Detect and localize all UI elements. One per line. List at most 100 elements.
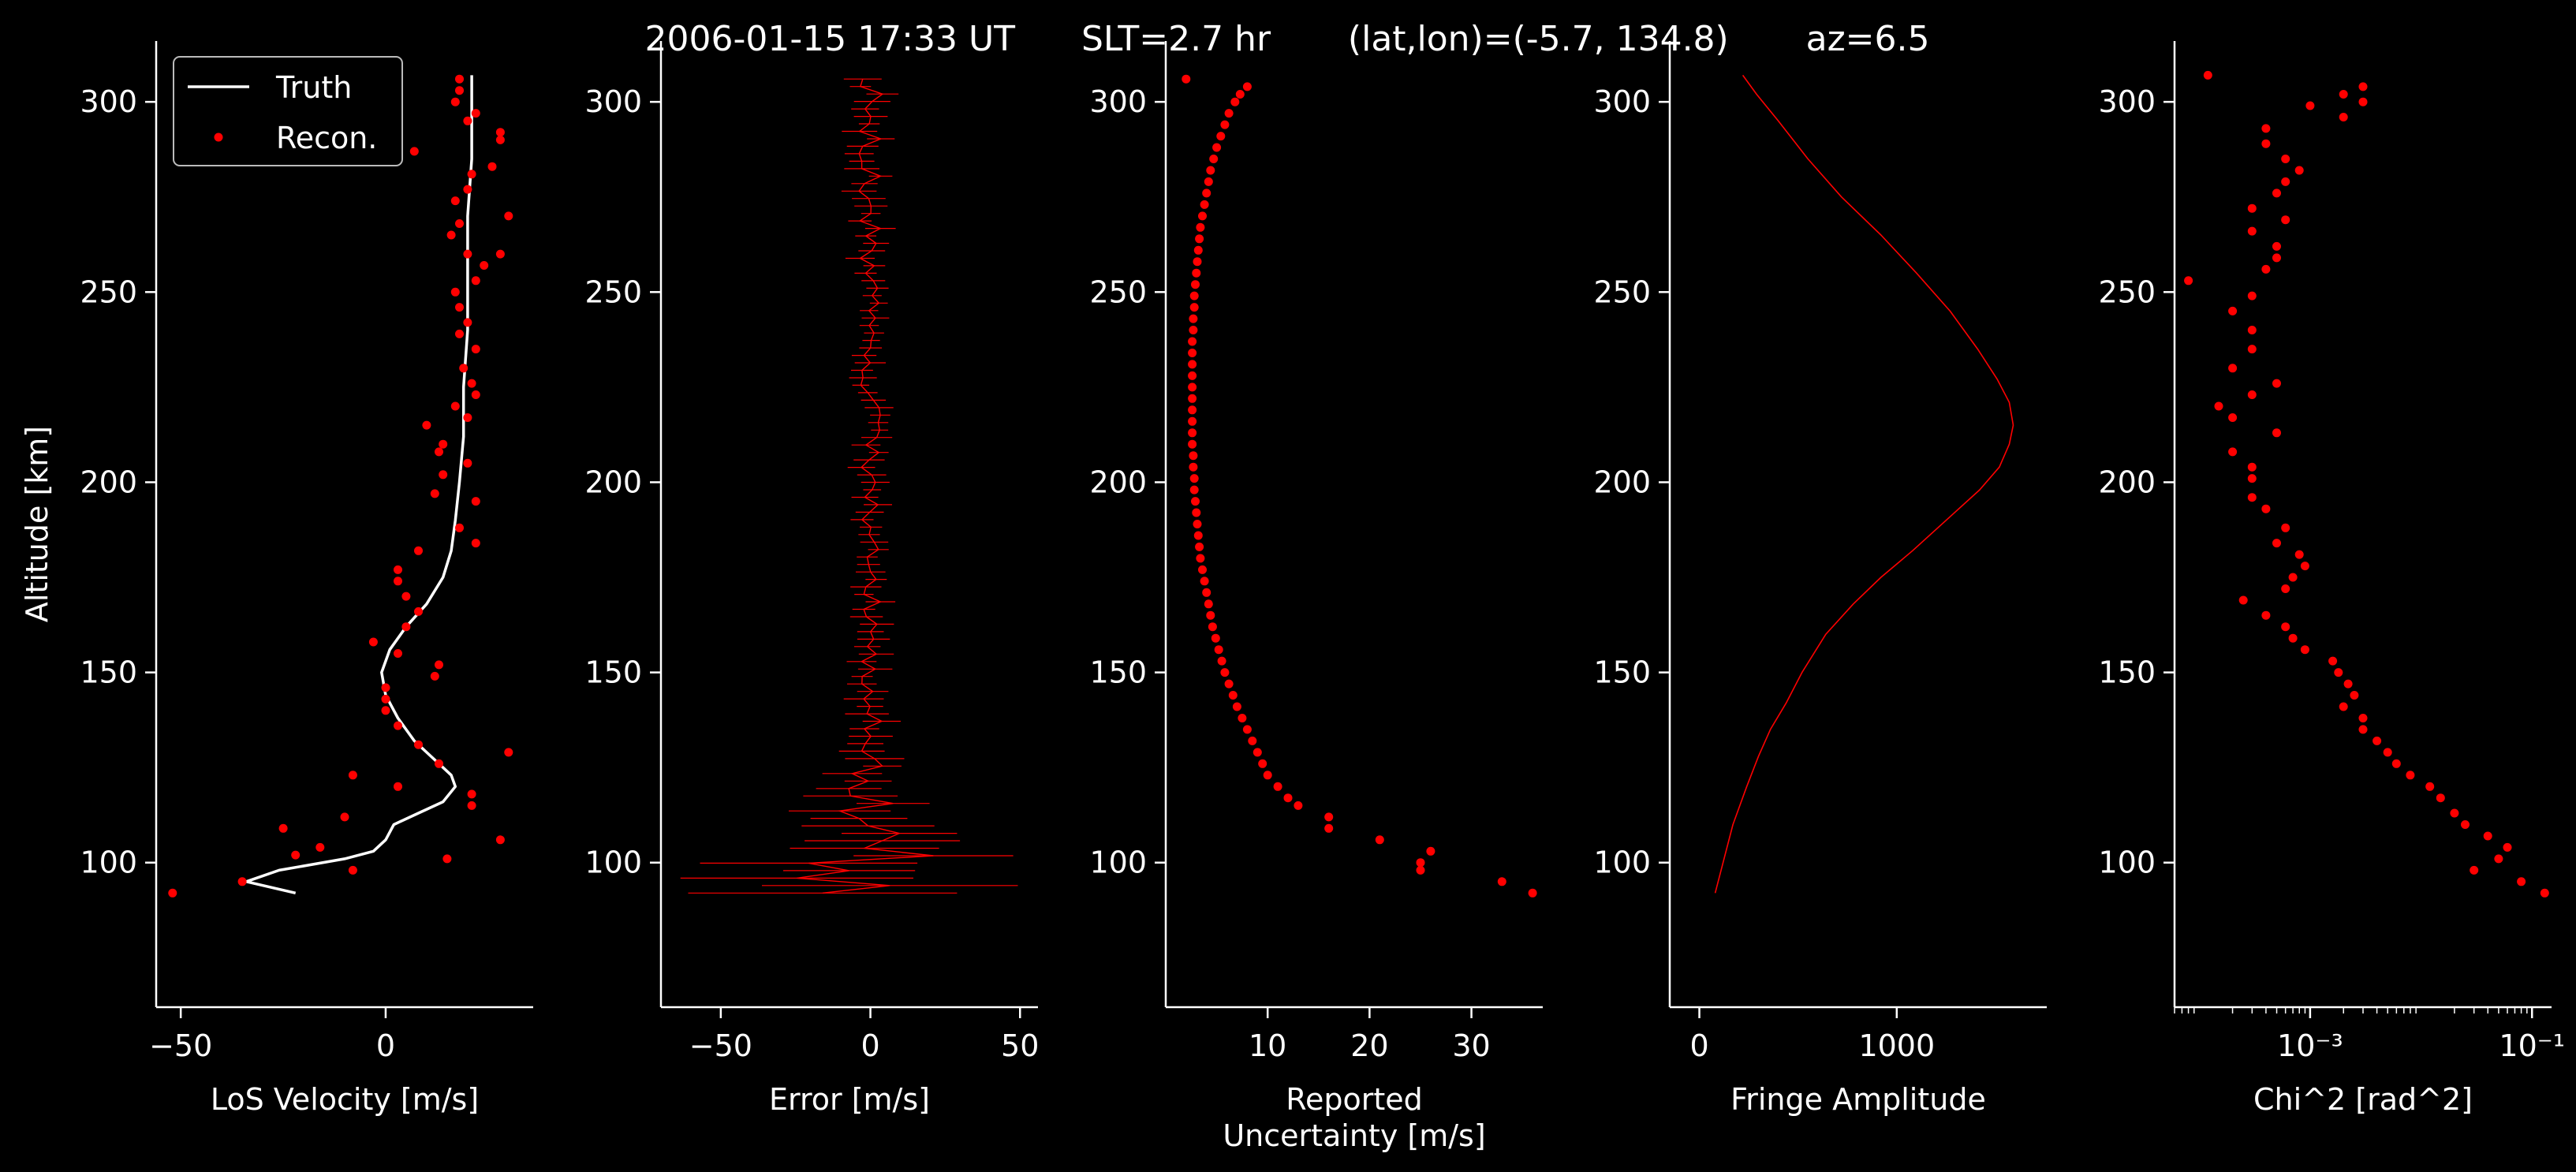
data-point — [480, 261, 489, 270]
data-point — [1193, 257, 1202, 267]
data-point — [1324, 812, 1334, 822]
data-point — [1248, 736, 1257, 745]
data-point — [291, 850, 301, 860]
y-tick-label: 200 — [2098, 465, 2156, 499]
y-tick-label: 150 — [1593, 655, 1651, 690]
subplot-3: 100 150 200 250 300 10 20 30 Reported Uncertainty… — [1089, 41, 1543, 1153]
data-point — [1189, 291, 1199, 300]
data-point — [394, 649, 402, 658]
data-point — [435, 660, 443, 670]
data-point — [2214, 401, 2223, 411]
data-point — [1253, 748, 1262, 757]
data-point — [495, 249, 505, 259]
data-point — [394, 565, 402, 574]
data-point — [1206, 166, 1215, 175]
data-point — [394, 721, 402, 730]
y-tick-label: 200 — [1593, 465, 1651, 499]
data-point — [381, 694, 390, 704]
data-point — [2238, 595, 2248, 605]
data-point — [2261, 610, 2271, 620]
data-point — [1375, 835, 1384, 845]
y-tick-label: 200 — [1089, 465, 1147, 499]
data-point — [2247, 345, 2257, 354]
data-point — [1193, 245, 1203, 255]
data-point — [1196, 554, 1205, 563]
data-point — [435, 759, 443, 768]
data-point — [1416, 858, 1425, 868]
data-point — [495, 128, 505, 137]
data-point — [2247, 493, 2257, 502]
data-point — [2461, 820, 2470, 829]
data-point — [1195, 234, 1204, 244]
figure-title: 2006-01-15 17:33 UT SLT=2.7 hr (lat,lon)… — [644, 19, 1929, 59]
data-point — [2494, 854, 2503, 864]
subplot-5: 100 150 200 250 300 10⁻³ 10⁻¹ Chi^2 [rad^2] — [2098, 41, 2565, 1117]
data-point — [1196, 222, 1205, 232]
data-point — [1202, 588, 1211, 597]
data-point — [463, 318, 472, 327]
data-point — [1192, 508, 1201, 517]
data-point — [414, 740, 423, 749]
y-tick-label: 100 — [80, 845, 137, 880]
data-point — [2358, 82, 2368, 91]
data-point — [381, 683, 390, 692]
data-point — [2228, 306, 2238, 315]
data-point — [2334, 668, 2343, 677]
x-tick-label: 0 — [376, 1028, 395, 1063]
x-tick-label: 50 — [1001, 1028, 1039, 1063]
data-point — [467, 379, 476, 388]
y-tick-label: 100 — [1593, 845, 1651, 880]
data-point — [463, 458, 472, 468]
data-point — [2350, 691, 2359, 700]
data-point — [394, 577, 402, 586]
x-axis-label-line: Reported — [1286, 1082, 1422, 1117]
data-point — [414, 607, 423, 616]
data-point — [435, 447, 443, 457]
data-point — [467, 170, 476, 179]
data-point — [1528, 888, 1537, 898]
data-point — [2300, 562, 2309, 571]
data-point — [439, 439, 448, 449]
data-point — [455, 219, 464, 228]
data-point — [446, 230, 456, 240]
y-tick-label: 300 — [2098, 84, 2156, 119]
data-point — [455, 329, 464, 338]
data-point — [2391, 759, 2401, 768]
data-point — [450, 401, 460, 411]
data-point — [1198, 565, 1207, 574]
data-point — [1188, 371, 1197, 380]
data-point — [368, 637, 378, 647]
data-point — [1189, 451, 1198, 461]
data-point — [1324, 823, 1334, 833]
data-point — [1189, 485, 1199, 495]
data-point — [450, 196, 460, 206]
data-point — [1214, 645, 1223, 655]
data-point — [1204, 177, 1213, 186]
data-point — [1188, 405, 1197, 415]
series-line — [1714, 74, 2014, 894]
data-point — [2281, 215, 2290, 225]
data-point — [450, 97, 460, 106]
data-point — [2540, 888, 2549, 898]
data-point — [2247, 474, 2257, 483]
series-recon- — [168, 74, 513, 898]
data-point — [495, 835, 505, 845]
data-point — [1232, 702, 1241, 711]
data-point — [2272, 379, 2281, 388]
data-point — [1220, 668, 1230, 677]
data-point — [2406, 771, 2415, 780]
y-tick-label: 100 — [1089, 845, 1147, 880]
data-point — [1195, 542, 1204, 551]
data-point — [2436, 793, 2445, 803]
x-tick-label: 20 — [1350, 1028, 1388, 1063]
data-point — [1224, 679, 1234, 689]
data-point — [1191, 497, 1200, 506]
x-axis-label-line: Uncertainty [m/s] — [1223, 1118, 1485, 1153]
data-point — [1217, 656, 1226, 666]
data-point — [471, 390, 480, 399]
data-point — [459, 364, 469, 373]
subplot-1: 100 150 200 250 300 −50 0 LoS Velocity [m/s] Alt… — [20, 41, 533, 1117]
data-point — [1189, 303, 1199, 312]
data-point — [2228, 364, 2238, 373]
